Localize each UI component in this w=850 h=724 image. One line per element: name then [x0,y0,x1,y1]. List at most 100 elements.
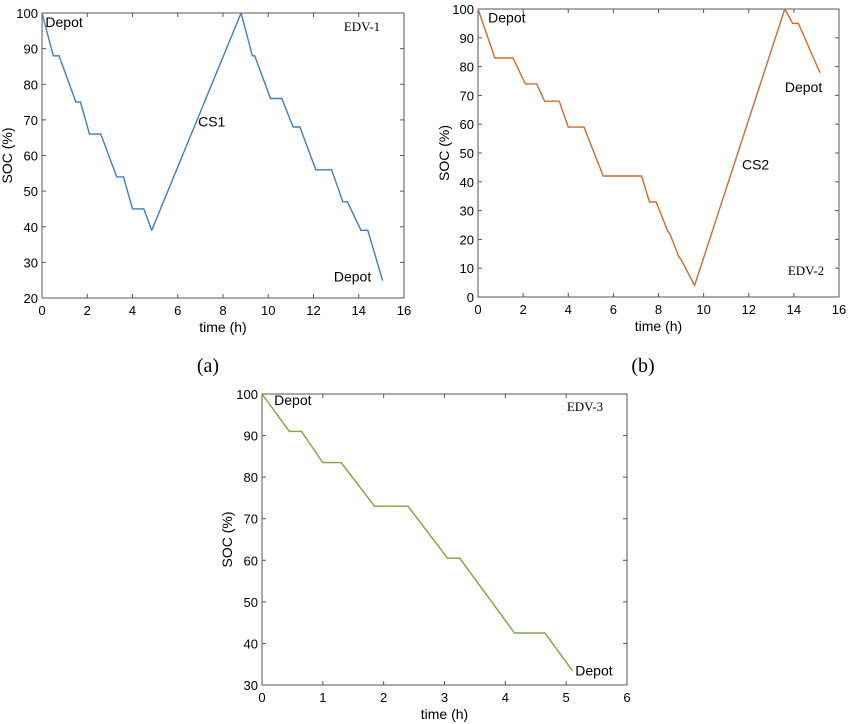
x-tick-label: 4 [565,302,572,317]
annotation-cs2: CS2 [742,157,769,173]
soc-data-point [558,100,560,102]
soc-data-point [381,279,384,281]
y-tick-label: 0 [467,290,474,305]
y-tick-label: 90 [244,429,258,444]
soc-data-point [784,8,786,10]
annotation-depot: Depot [488,10,525,26]
y-tick-label: 80 [460,60,474,75]
y-tick-label: 80 [24,77,38,92]
x-axis-label: time (h) [199,319,246,335]
y-tick-label: 40 [24,220,38,235]
x-tick-label: 10 [261,303,275,318]
y-tick-label: 60 [24,149,38,164]
soc-data-point [669,233,671,235]
soc-data-point [116,176,118,178]
y-tick-label: 30 [24,255,38,270]
soc-data-point [567,126,569,128]
chart-title: EDV-2 [788,263,824,278]
soc-data-point [477,8,479,10]
soc-data-point [58,55,60,57]
chart-3: 0 1 2 3 4 5 6 30 40 50 60 70 80 90 100 time (h) SOC (%) E… [219,387,631,722]
soc-data-point [373,505,376,507]
x-tick-label: 4 [502,690,509,705]
chart-1: 0 2 4 6 8 10 12 14 16 20 30 40 50 60 70 80 90 100 time (h)… [0,6,411,377]
x-tick-label: 6 [623,690,630,705]
soc-data-point [346,201,349,203]
soc-data-point [792,22,794,24]
annotation-depot: Depot [575,662,612,678]
soc-data-point [331,169,333,171]
x-tick-label: 10 [696,302,710,317]
soc-data-point [797,22,799,24]
y-tick-label: 100 [236,387,258,402]
soc-data-point [75,101,77,103]
x-tick-label: 0 [38,303,45,318]
soc-data-point [281,97,283,100]
chart-2: 0 2 4 6 8 10 12 14 16 0 10 20 30 40 50 60 70 80 90 100 time … [436,2,846,377]
subfigure-caption: (a) [197,355,219,377]
soc-data-point [269,97,272,100]
soc-data-point [340,461,342,464]
soc-data-point [41,12,43,14]
annotation-depot: Depot [334,269,371,285]
soc-series-line [477,8,821,287]
annotation-cs1: CS1 [198,114,225,130]
soc-data-point [680,258,682,261]
soc-data-point [261,393,263,395]
y-tick-label: 30 [244,678,258,693]
soc-data-point [494,57,496,59]
soc-data-point [254,55,256,57]
soc-data-point [407,505,409,507]
y-tick-label: 70 [24,113,38,128]
soc-data-point [666,230,669,232]
soc-data-point [446,557,449,559]
x-tick-label: 4 [129,303,136,318]
y-tick-label: 10 [460,261,474,276]
y-tick-label: 60 [460,117,474,132]
soc-data-point [315,169,317,171]
soc-data-point [79,101,82,103]
soc-data-point [360,229,362,231]
soc-data-point [655,201,657,203]
soc-data-point [131,208,134,210]
x-tick-label: 0 [258,690,265,705]
soc-data-point [544,632,546,634]
y-axis-label: SOC (%) [0,128,15,184]
annotation-depot: Depot [785,79,822,95]
soc-data-point [122,176,125,178]
soc-data-point [367,229,369,231]
x-tick-label: 0 [474,302,481,317]
soc-data-point [100,133,102,135]
annotation-depot: Depot [274,392,311,408]
soc-data-point [602,175,604,177]
soc-data-point [536,83,538,85]
x-tick-label: 8 [655,302,662,317]
soc-data-point [143,208,145,210]
x-tick-label: 6 [174,303,181,318]
x-tick-label: 6 [610,302,617,317]
soc-data-point [52,55,54,57]
y-tick-label: 80 [244,470,258,485]
x-tick-label: 12 [306,303,320,318]
x-tick-label: 5 [563,690,570,705]
y-tick-label: 90 [460,31,474,46]
y-tick-label: 50 [460,146,474,161]
soc-data-point [240,12,242,14]
x-tick-label: 14 [352,303,366,318]
y-tick-label: 50 [244,595,258,610]
subfigure-caption: (b) [631,355,654,377]
soc-data-point [694,284,696,287]
y-tick-label: 40 [460,175,474,190]
y-tick-label: 70 [460,88,474,103]
soc-data-point [322,461,324,464]
soc-data-point [342,201,344,203]
chart-title: EDV-3 [567,399,603,414]
x-tick-label: 16 [832,302,846,317]
y-tick-label: 100 [16,6,38,21]
x-tick-label: 12 [742,302,756,317]
y-tick-label: 50 [24,184,38,199]
y-tick-label: 20 [460,232,474,247]
x-tick-label: 3 [441,690,448,705]
x-tick-label: 1 [319,690,326,705]
soc-data-point [513,632,516,634]
